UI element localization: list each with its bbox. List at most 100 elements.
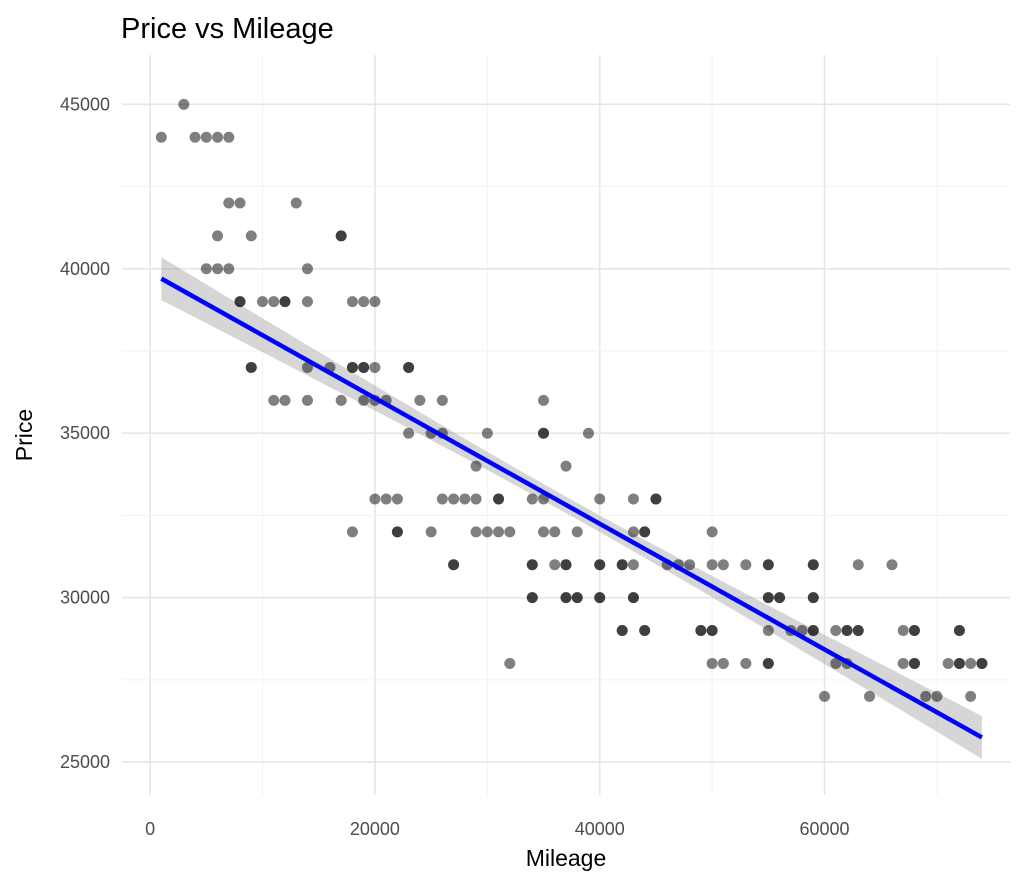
data-point [504,657,516,669]
data-point [706,526,718,538]
data-point [762,592,774,604]
data-point [931,690,943,702]
data-point [740,559,752,571]
data-point [627,592,639,604]
y-tick-label: 40000 [60,259,110,279]
data-point [279,394,291,406]
data-point [493,526,505,538]
data-point [717,657,729,669]
data-point [774,592,786,604]
data-point [223,263,235,275]
data-point [582,427,594,439]
x-axis-title: Mileage [526,845,607,871]
data-point [538,394,550,406]
data-point [897,657,909,669]
data-point [481,427,493,439]
data-point [920,690,932,702]
data-point [549,559,561,571]
data-point [481,526,493,538]
data-point [594,559,606,571]
data-point [301,361,313,373]
data-point [639,526,651,538]
data-point [594,592,606,604]
data-point [369,296,381,308]
x-ticks: 0 20000 40000 60000 [145,819,849,839]
data-point [212,263,224,275]
data-point [470,493,482,505]
data-point [425,526,437,538]
data-point [852,625,864,637]
data-point [953,625,965,637]
data-point [234,296,246,308]
y-tick-label: 25000 [60,752,110,772]
data-point [436,493,448,505]
data-point [301,394,313,406]
data-point [852,559,864,571]
data-point [245,361,257,373]
data-point [684,559,696,571]
y-tick-label: 35000 [60,423,110,443]
data-point [560,460,572,472]
data-point [560,592,572,604]
data-point [358,361,370,373]
data-point [706,625,718,637]
data-point [942,657,954,669]
data-point [234,197,246,209]
data-point [706,657,718,669]
data-point [571,526,583,538]
data-point [335,394,347,406]
grid [122,55,1010,795]
x-tick-label: 60000 [800,819,850,839]
data-point [717,559,729,571]
data-point [762,559,774,571]
data-point [414,394,426,406]
data-point [212,131,224,143]
data-point [627,559,639,571]
data-point [807,592,819,604]
data-point [953,657,965,669]
regression-line [160,276,983,740]
data-point [189,131,201,143]
data-point [391,526,403,538]
data-point [470,460,482,472]
chart-title: Price vs Mileage [121,13,334,45]
data-point [448,493,460,505]
data-point [908,657,920,669]
data-point [819,690,831,702]
data-point [493,493,505,505]
data-point [268,394,280,406]
data-point [212,230,224,242]
data-point [335,230,347,242]
data-point [538,427,550,439]
data-point [245,230,257,242]
data-point [627,493,639,505]
data-point [695,625,707,637]
x-tick-label: 40000 [575,819,625,839]
data-point [830,625,842,637]
data-point [830,657,842,669]
data-point [346,296,358,308]
data-point [257,296,269,308]
data-point [448,559,460,571]
data-point [526,592,538,604]
data-point [155,131,167,143]
data-point [223,197,235,209]
data-point [279,296,291,308]
data-point [807,625,819,637]
data-point [268,296,280,308]
fit-line-group [160,276,983,740]
data-point [560,559,572,571]
data-point [504,526,516,538]
points [155,98,988,702]
data-point [976,657,988,669]
data-point [403,427,415,439]
data-point [627,526,639,538]
data-point [897,625,909,637]
data-point [639,625,651,637]
data-point [807,559,819,571]
data-point [301,263,313,275]
data-point [358,296,370,308]
data-point [965,657,977,669]
data-point [346,526,358,538]
